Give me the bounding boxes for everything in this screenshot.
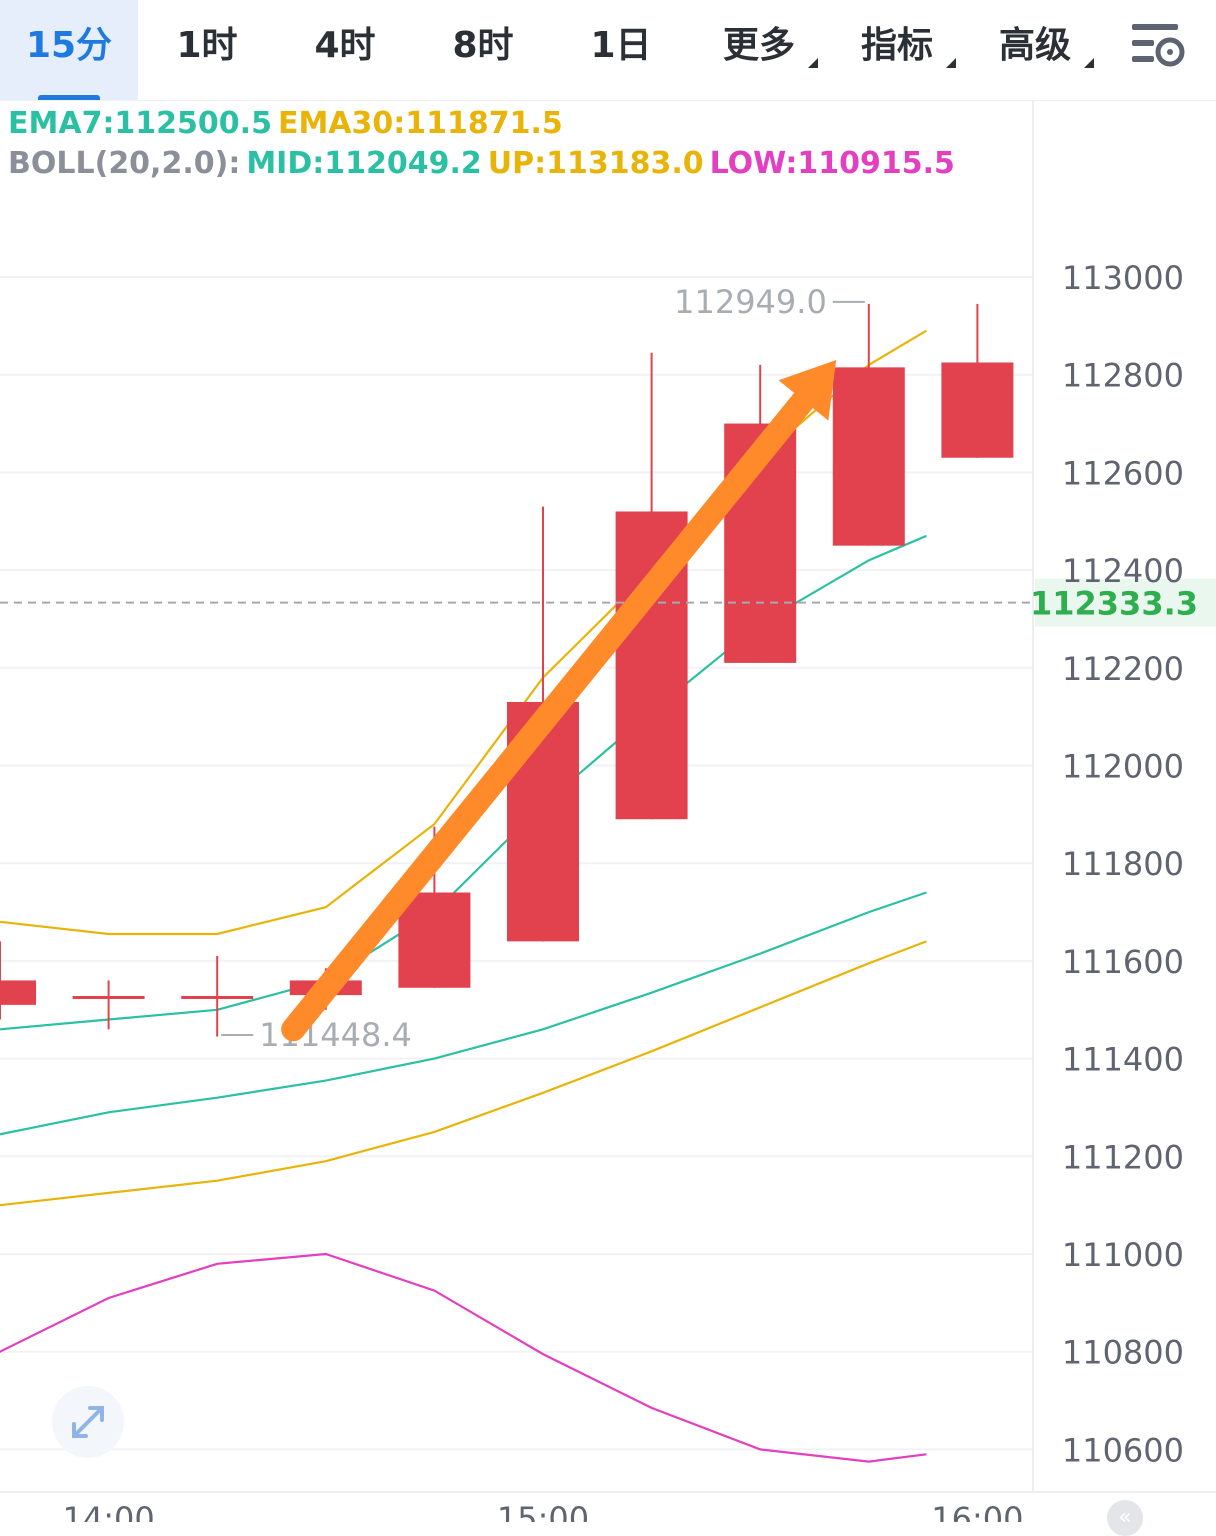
series-line-low <box>0 1252 927 1463</box>
boll-legend: BOLL(20,2.0): MID:112049.2 UP:113183.0 LOW:… <box>8 146 961 181</box>
tab-label: 更多 <box>722 25 795 66</box>
tab-label: 指标 <box>860 25 933 66</box>
scroll-latest-button[interactable]: « <box>1107 1500 1143 1536</box>
y-tick-label: 112200 <box>1062 650 1184 688</box>
candle <box>832 303 905 546</box>
y-tick-label: 111600 <box>1062 943 1184 981</box>
tab-7[interactable]: 高级 <box>966 0 1104 100</box>
ema7-label: EMA7:112500.5 <box>8 106 272 141</box>
y-tick-label: 111000 <box>1062 1236 1184 1274</box>
double-chevron-left-icon: « <box>1118 1505 1132 1530</box>
tab-3[interactable]: 8时 <box>414 0 552 100</box>
expand-chart-button[interactable] <box>52 1386 124 1458</box>
tab-label: 高级 <box>998 25 1071 66</box>
trend-arrow-head <box>778 360 837 421</box>
boll-name-label: BOLL(20,2.0): <box>8 146 241 181</box>
series-line-up <box>0 891 927 1136</box>
boll-up-label: UP:113183.0 <box>487 146 704 181</box>
dropdown-caret-icon <box>1084 58 1094 68</box>
high-price-label: 112949.0 <box>674 283 827 321</box>
series-line-ema30 <box>0 940 927 1207</box>
y-tick-label: 110800 <box>1062 1334 1184 1372</box>
y-tick-label: 111200 <box>1062 1138 1184 1176</box>
ema30-label: EMA30:111871.5 <box>277 106 563 141</box>
dropdown-caret-icon <box>946 58 956 68</box>
tab-4[interactable]: 1日 <box>552 0 690 100</box>
tab-5[interactable]: 更多 <box>690 0 828 100</box>
boll-mid-label: MID:112049.2 <box>246 146 482 181</box>
candle-body <box>0 980 36 1005</box>
ema-legend: EMA7:112500.5 EMA30:111871.5 <box>8 106 569 141</box>
active-tab-indicator <box>38 95 100 100</box>
expand-icon <box>72 1406 104 1438</box>
tab-1[interactable]: 1时 <box>138 0 276 100</box>
tab-0[interactable]: 15分 <box>0 0 138 100</box>
y-tick-label: 112000 <box>1062 748 1184 786</box>
y-tick-label: 111800 <box>1062 845 1184 883</box>
tab-label: 15分 <box>25 25 113 66</box>
trend-arrow-shaft <box>281 388 816 1042</box>
tab-label: 1日 <box>590 25 652 66</box>
chart-settings-icon[interactable] <box>1128 18 1190 80</box>
y-tick-label: 112800 <box>1062 357 1184 395</box>
y-tick-label: 111400 <box>1062 1041 1184 1079</box>
candle <box>72 980 145 1030</box>
tab-2[interactable]: 4时 <box>276 0 414 100</box>
boll-low-label: LOW:110915.5 <box>709 146 955 181</box>
last-price-badge <box>1035 578 1216 627</box>
low-price-label: 111448.4 <box>259 1016 412 1054</box>
interval-tab-bar: 15分 1时 4时 8时 1日 更多 指标 高级 <box>0 0 1216 101</box>
x-tick-label: 16:00 <box>931 1500 1023 1522</box>
candle-body <box>941 362 1014 458</box>
candle-body <box>398 892 471 988</box>
y-tick-label: 113000 <box>1062 259 1184 297</box>
y-tick-label: 112400 <box>1062 552 1184 590</box>
tab-label: 1时 <box>176 25 238 66</box>
x-tick-label: 15:00 <box>497 1500 589 1522</box>
tab-6[interactable]: 指标 <box>828 0 966 100</box>
y-tick-label: 112600 <box>1062 454 1184 492</box>
candlestick-chart[interactable]: 112949.0 111448.4 112333.3 113000 112800 112… <box>0 100 1216 1522</box>
y-tick-label: 110600 <box>1062 1431 1184 1469</box>
tab-label: 4时 <box>314 25 376 66</box>
tab-label: 8时 <box>452 25 514 66</box>
x-tick-label: 14:00 <box>62 1500 154 1522</box>
candle <box>0 941 36 1020</box>
candle <box>941 303 1014 458</box>
last-price-label: 112333.3 <box>1030 585 1198 623</box>
candle-body <box>832 367 905 546</box>
dropdown-caret-icon <box>808 58 818 68</box>
candle <box>181 956 254 1037</box>
candle <box>398 826 471 988</box>
